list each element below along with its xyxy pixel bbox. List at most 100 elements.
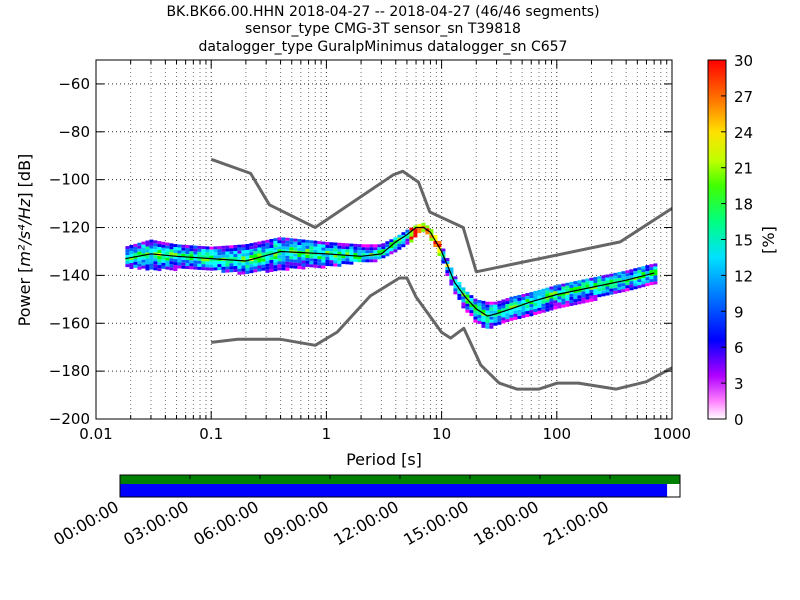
histogram-cell (481, 321, 486, 325)
histogram-cell (285, 237, 290, 241)
histogram-cell (381, 255, 386, 259)
histogram-cell (397, 234, 402, 238)
histogram-cell (417, 224, 422, 228)
histogram-cell (485, 304, 490, 308)
histogram-cell (585, 296, 590, 300)
histogram-cell (221, 248, 226, 252)
histogram-cell (205, 249, 210, 253)
histogram-cell (389, 251, 394, 255)
colorbar-tick-label: 12 (734, 267, 753, 285)
histogram-cell (653, 281, 658, 285)
histogram-cell (253, 242, 258, 246)
histogram-cell (557, 302, 562, 306)
x-axis: 0.01 0.1 1 10 100 1000 (79, 60, 691, 443)
histogram-cell (273, 259, 278, 263)
histogram-cell (597, 276, 602, 280)
histogram-cell (253, 254, 258, 258)
histogram-cell (173, 247, 178, 251)
histogram-cell (361, 250, 366, 254)
histogram-cell (629, 269, 634, 273)
histogram-cell (629, 284, 634, 288)
histogram-cell (153, 258, 158, 262)
histogram-cell (513, 298, 518, 302)
histogram-cell (165, 245, 170, 249)
histogram-cell (285, 246, 290, 250)
histogram-cell (641, 272, 646, 276)
histogram-cell (621, 280, 626, 284)
histogram-cell (285, 240, 290, 244)
histogram-cell (489, 322, 494, 326)
histogram-cell (217, 249, 222, 253)
histogram-cell (157, 268, 162, 272)
histogram-cell (257, 244, 262, 248)
histogram-cell (605, 292, 610, 296)
histogram-cell (317, 259, 322, 263)
histogram-cell (189, 248, 194, 252)
histogram-cell (149, 257, 154, 261)
histogram-cell (517, 306, 522, 310)
histogram-cell (597, 291, 602, 295)
histogram-cell (605, 280, 610, 284)
histogram-cell (173, 262, 178, 266)
histogram-cell (501, 317, 506, 321)
histogram-cell (649, 276, 654, 280)
histogram-cell (429, 228, 434, 232)
histogram-cell (229, 248, 234, 252)
histogram-cell (177, 244, 182, 248)
histogram-cell (613, 284, 618, 288)
histogram-cell (129, 250, 134, 254)
histogram-cell (265, 266, 270, 270)
histogram-cell (573, 293, 578, 297)
histogram-cell (265, 242, 270, 246)
histogram-cell (209, 258, 214, 262)
colorbar: 0 3 6 9 12 15 18 21 24 27 30 [%] (707, 52, 778, 429)
histogram-cell (281, 258, 286, 262)
histogram-cell (173, 256, 178, 260)
histogram-cell (293, 262, 298, 266)
histogram-cell (225, 266, 230, 270)
histogram-cell (629, 281, 634, 285)
histogram-cell (181, 250, 186, 254)
histogram-cell (317, 244, 322, 248)
histogram-cell (553, 300, 558, 304)
histogram-cell (589, 283, 594, 287)
histogram-cell (301, 254, 306, 258)
timeline-tick-label: 18:00:00 (470, 497, 542, 549)
histogram-cell (477, 306, 482, 310)
histogram-cell (225, 263, 230, 267)
histogram-cell (529, 295, 534, 299)
histogram-cell (173, 244, 178, 248)
histogram-cell (125, 252, 130, 256)
histogram-cell (133, 246, 138, 250)
histogram-cell (477, 315, 482, 319)
histogram-cell (261, 255, 266, 259)
histogram-cell (633, 274, 638, 278)
histogram-cell (453, 291, 458, 295)
histogram-cell (277, 255, 282, 259)
histogram-cell (341, 261, 346, 265)
histogram-cell (577, 295, 582, 299)
histogram-cell (573, 299, 578, 303)
histogram-cell (473, 310, 478, 314)
histogram-cell (441, 260, 446, 264)
histogram-cell (253, 266, 258, 270)
histogram-cell (289, 247, 294, 251)
histogram-cell (385, 244, 390, 248)
histogram-cell (245, 243, 250, 247)
histogram-cell (545, 305, 550, 309)
histogram-cell (357, 244, 362, 248)
x-tick-label: 0.1 (199, 425, 223, 443)
histogram-cell (301, 242, 306, 246)
histogram-cell (613, 278, 618, 282)
histogram-cell (297, 254, 302, 258)
histogram-cell (217, 264, 222, 268)
histogram-cell (481, 315, 486, 319)
histogram-cell (541, 288, 546, 292)
histogram-cell (605, 286, 610, 290)
histogram-cell (525, 293, 530, 297)
histogram-cell (305, 260, 310, 264)
histogram-cell (137, 248, 142, 252)
histogram-cell (245, 267, 250, 271)
histogram-cell (625, 276, 630, 280)
histogram-cell (341, 252, 346, 256)
